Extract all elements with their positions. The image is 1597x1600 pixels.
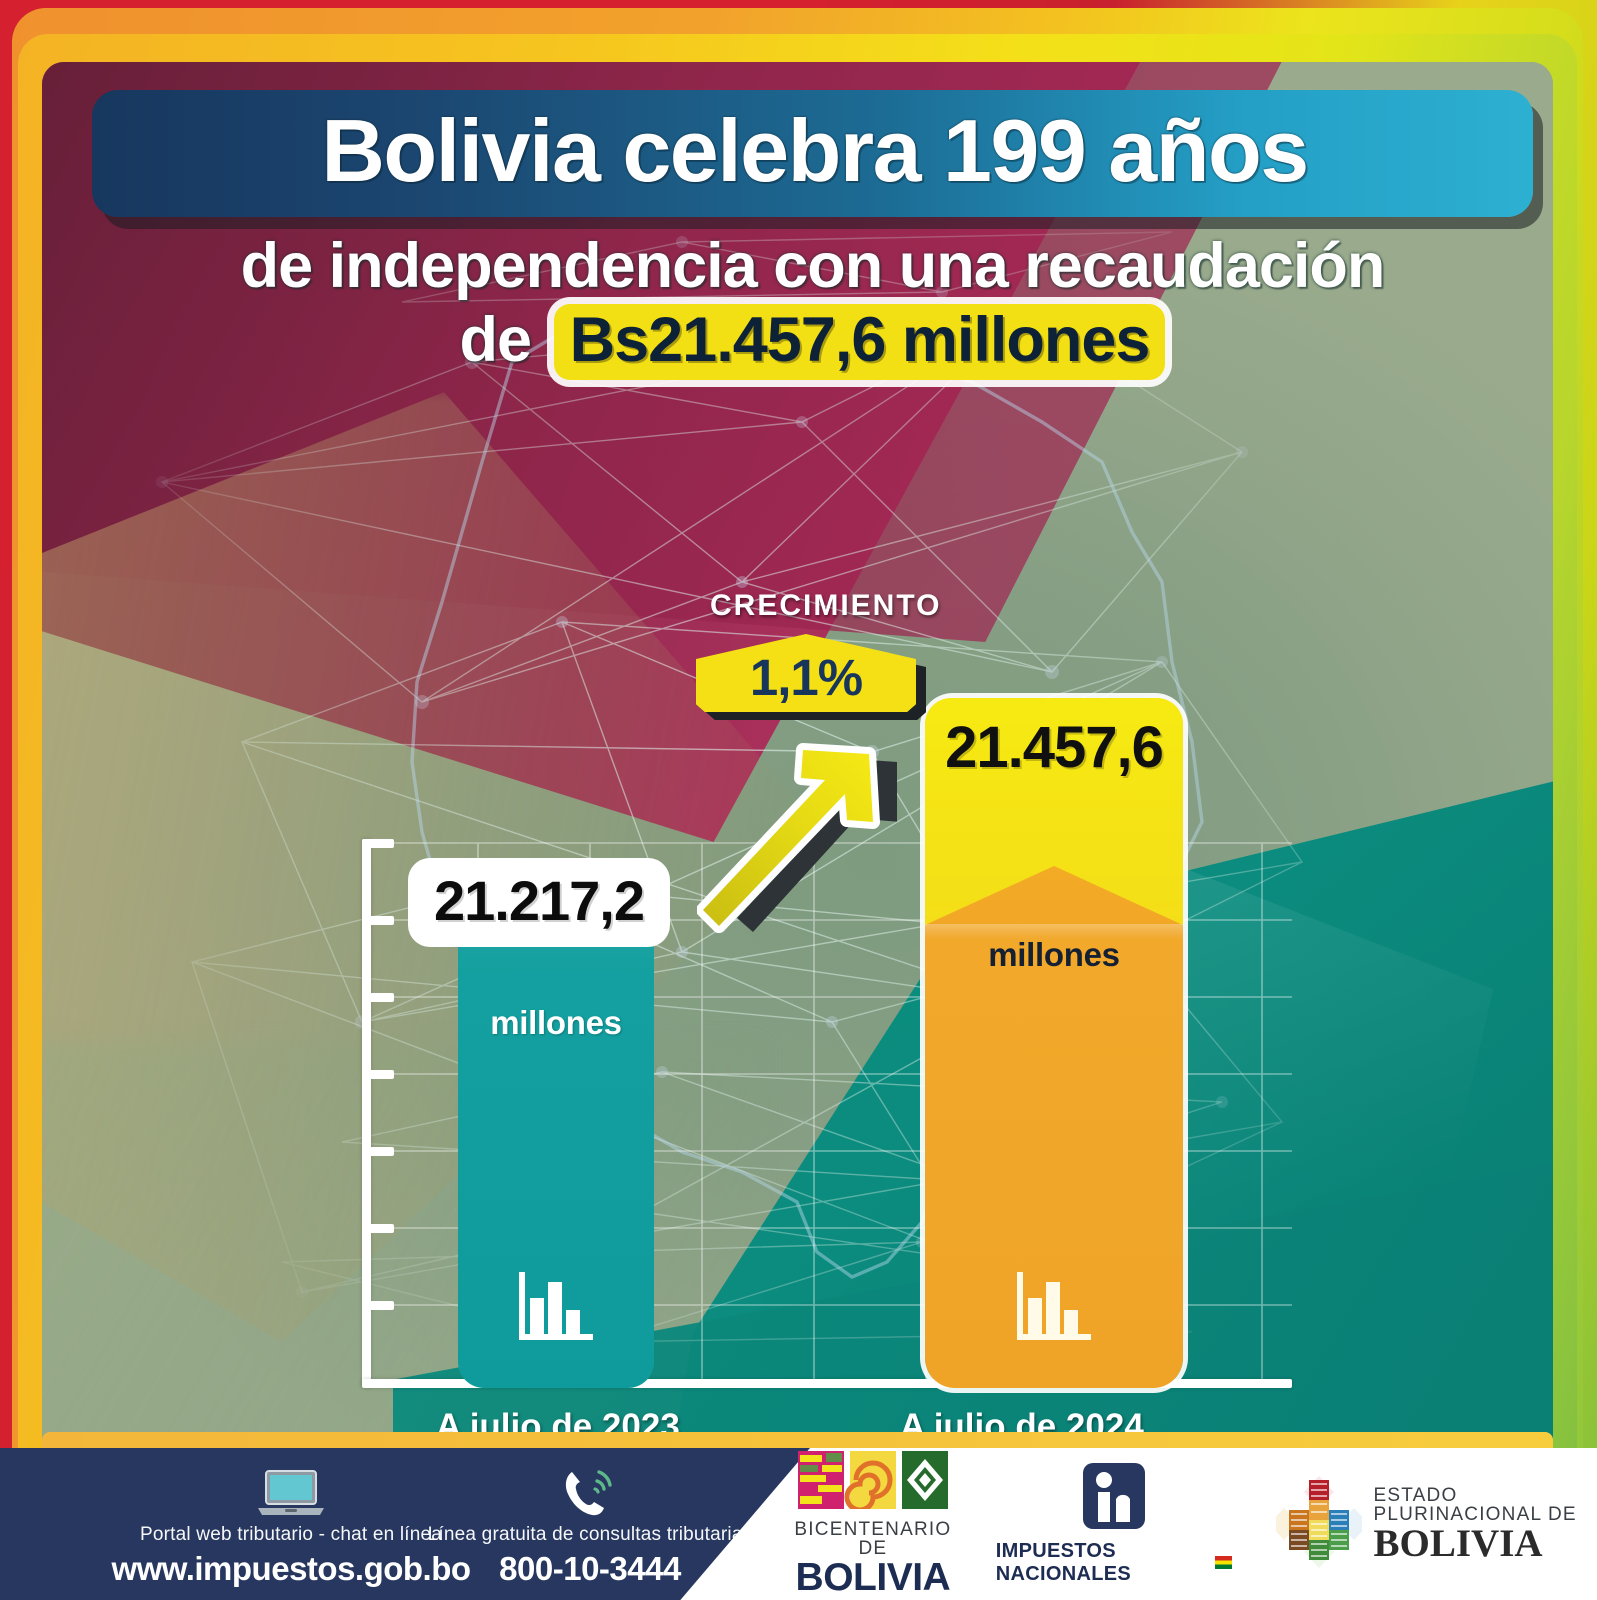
bar-chart-icon: [458, 1272, 654, 1344]
page-title: Bolivia celebra 199 años: [321, 101, 1309, 200]
bar-2023[interactable]: millones: [458, 862, 654, 1388]
footer-web-caption: Portal web tributario - chat en línea: [139, 1524, 443, 1545]
logo-impuestos-nacionales: IMPUESTOS NACIONALES: [996, 1462, 1232, 1586]
logo-impuestos-text: IMPUESTOS NACIONALES: [995, 1539, 1131, 1585]
logo-bicentenario: BICENTENARIO DE BOLIVIA: [794, 1451, 952, 1597]
y-axis-tick: [362, 1070, 394, 1079]
logo-impuestos-label: IMPUESTOS NACIONALES: [996, 1540, 1232, 1586]
chart-y-axis: [362, 839, 371, 1387]
growth-badge: 1,1%: [696, 634, 926, 720]
logo-estado-plurinacional: ESTADO PLURINACIONAL DE BOLIVIA: [1268, 1474, 1597, 1575]
chart-x-axis: [362, 1379, 1292, 1388]
in-monogram-icon: [1082, 1462, 1145, 1534]
footer-web-url[interactable]: www.impuestos.gob.bo: [111, 1550, 471, 1587]
y-axis-tick: [362, 993, 394, 1002]
footer-navy-panel: [0, 1448, 810, 1600]
artwork-canvas: Bolivia celebra 199 años de independenci…: [42, 62, 1553, 1600]
logo-bicentenario-big: BOLIVIA: [795, 1556, 951, 1599]
logo-estado-big: BOLIVIA: [1373, 1521, 1543, 1565]
footer-phone-block[interactable]: Línea gratuita de consultas tributarias …: [330, 1466, 850, 1588]
footer-logos: BICENTENARIO DE BOLIVIA IMPUESTOS NACION…: [770, 1448, 1597, 1600]
headline-block: Bolivia celebra 199 años de independenci…: [92, 90, 1533, 381]
phone-ring-icon: [330, 1466, 850, 1518]
bicentenario-pattern-icon: [794, 1451, 952, 1514]
bar-2024-value-label: 21.457,6: [945, 715, 1164, 780]
bolivia-flag-icon: [1215, 1556, 1232, 1569]
chakana-wiphala-icon: [1268, 1474, 1369, 1575]
arrow-up-right-icon: [697, 730, 897, 938]
bar-2024-unit: millones: [988, 936, 1120, 973]
footer-web-block[interactable]: Portal web tributario - chat en línea ww…: [46, 1466, 536, 1588]
y-axis-tick: [362, 1147, 394, 1156]
subtitle-line-2-prefix: de: [459, 304, 533, 375]
footer: Portal web tributario - chat en línea ww…: [0, 1448, 1597, 1600]
bar-2023-unit: millones: [490, 1004, 622, 1041]
bar-2024[interactable]: 21.457,6 millones: [925, 698, 1183, 1388]
headline-banner: Bolivia celebra 199 años: [92, 90, 1533, 218]
logo-bicentenario-small: BICENTENARIO DE: [794, 1519, 952, 1559]
logo-estado-small: ESTADO PLURINACIONAL DE: [1373, 1484, 1577, 1525]
footer-top-strip: [42, 1432, 1553, 1448]
y-axis-tick: [362, 1224, 394, 1233]
growth-badge-face: 1,1%: [696, 634, 916, 712]
growth-label: CRECIMIENTO: [710, 589, 942, 622]
bar-2024-chevron-highlight: [925, 924, 1183, 940]
subtitle-line-1: de independencia con una recaudación: [240, 231, 1386, 302]
growth-value: 1,1%: [749, 648, 863, 706]
bar-chart-icon: [925, 1272, 1183, 1344]
headline-amount-highlight: Bs21.457,6 millones: [553, 303, 1166, 381]
y-axis-tick: [362, 916, 394, 925]
footer-phone-caption: Línea gratuita de consultas tributarias: [427, 1524, 753, 1545]
y-axis-tick: [362, 839, 394, 848]
headline-subtitle: de independencia con una recaudación de …: [92, 231, 1533, 381]
footer-phone-number[interactable]: 800-10-3444: [499, 1550, 681, 1587]
bar-2023-value-label: 21.217,2: [408, 858, 670, 947]
bar-chart: millones 21.217,2: [300, 698, 1320, 1446]
y-axis-tick: [362, 1301, 394, 1310]
laptop-icon: [46, 1466, 536, 1518]
